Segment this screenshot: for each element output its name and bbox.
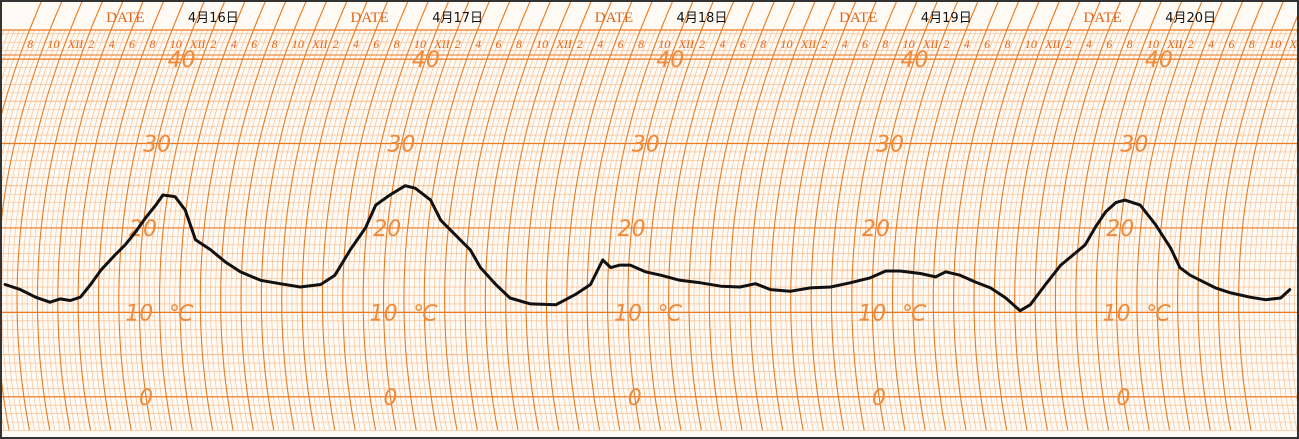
- x-tick-label: 2: [88, 37, 94, 51]
- page: 810XII246810XII246810XII246810XII246810X…: [0, 0, 1299, 439]
- x-tick-label: 8: [516, 37, 522, 51]
- x-tick-label: 8: [1004, 37, 1010, 51]
- x-tick-label: 8: [394, 37, 400, 51]
- x-tick-label: 2: [699, 37, 705, 51]
- x-tick-label: 10: [48, 37, 60, 51]
- y-tick-label: 10: [614, 301, 642, 326]
- x-tick-label: 2: [210, 37, 216, 51]
- unit-label: ℃: [413, 301, 438, 326]
- y-tick-label: 20: [1106, 217, 1134, 242]
- y-tick-label: 20: [373, 217, 401, 242]
- y-tick-label: 20: [862, 217, 890, 242]
- x-tick-label: 8: [882, 37, 888, 51]
- y-tick-label: 40: [901, 48, 929, 73]
- x-tick-label: 8: [271, 37, 277, 51]
- x-tick-label: XII: [67, 37, 84, 51]
- x-tick-label: XII: [1044, 37, 1061, 51]
- y-tick-label: 0: [628, 386, 642, 411]
- y-tick-label: 40: [656, 48, 684, 73]
- x-tick-label: 8: [1249, 37, 1255, 51]
- x-tick-label: 4: [964, 37, 970, 51]
- x-tick-label: 2: [1188, 37, 1194, 51]
- y-tick-label: 10: [370, 301, 398, 326]
- x-tick-label: 8: [149, 37, 155, 51]
- x-tick-label: 4: [719, 37, 725, 51]
- date-label: 4月16日: [188, 11, 239, 26]
- x-tick-label: 4: [842, 37, 848, 51]
- x-tick-label: 10: [1269, 37, 1281, 51]
- x-tick-label: 10: [1025, 37, 1037, 51]
- x-tick-label: 2: [455, 37, 461, 51]
- y-tick-label: 20: [618, 217, 646, 242]
- y-tick-label: 40: [168, 48, 196, 73]
- x-tick-label: 10: [781, 37, 793, 51]
- y-tick-label: 40: [1145, 48, 1173, 73]
- date-label: 4月20日: [1165, 11, 1216, 26]
- x-tick-label: 10: [536, 37, 548, 51]
- x-tick-label: 8: [638, 37, 644, 51]
- chart: 810XII246810XII246810XII246810XII246810X…: [0, 0, 1299, 439]
- x-tick-label: 6: [251, 37, 257, 51]
- x-tick-label: 4: [353, 37, 359, 51]
- date-header: DATE: [595, 10, 633, 26]
- x-tick-label: 6: [129, 37, 135, 51]
- unit-label: ℃: [169, 301, 194, 326]
- y-tick-label: 30: [387, 133, 415, 158]
- y-tick-label: 0: [872, 386, 886, 411]
- y-tick-label: 10: [858, 301, 886, 326]
- x-tick-label: 6: [862, 37, 868, 51]
- x-tick-label: 4: [597, 37, 603, 51]
- y-tick-label: 0: [139, 386, 153, 411]
- x-tick-label: 4: [1208, 37, 1214, 51]
- y-tick-label: 10: [1103, 301, 1131, 326]
- unit-label: ℃: [1146, 301, 1171, 326]
- x-tick-label: XII: [800, 37, 817, 51]
- x-tick-label: 8: [760, 37, 766, 51]
- x-tick-label: 2: [1066, 37, 1072, 51]
- x-tick-label: 2: [333, 37, 339, 51]
- date-label: 4月19日: [921, 11, 972, 26]
- x-tick-label: 6: [740, 37, 746, 51]
- y-tick-label: 30: [632, 133, 660, 158]
- x-tick-label: 4: [231, 37, 237, 51]
- y-tick-label: 0: [383, 386, 397, 411]
- x-tick-label: XII: [556, 37, 573, 51]
- x-tick-label: 4: [109, 37, 115, 51]
- x-tick-label: XII: [311, 37, 328, 51]
- x-tick-label: 10: [292, 37, 304, 51]
- x-tick-label: 4: [1086, 37, 1092, 51]
- date-header: DATE: [1083, 10, 1121, 26]
- x-tick-label: 8: [1127, 37, 1133, 51]
- y-tick-label: 30: [876, 133, 904, 158]
- x-tick-label: 6: [1106, 37, 1112, 51]
- x-tick-label: 2: [821, 37, 827, 51]
- date-header: DATE: [106, 10, 144, 26]
- date-header: DATE: [350, 10, 388, 26]
- unit-label: ℃: [902, 301, 927, 326]
- unit-label: ℃: [658, 301, 683, 326]
- x-tick-label: 6: [1228, 37, 1234, 51]
- x-tick-label: 6: [373, 37, 379, 51]
- x-tick-label: 6: [618, 37, 624, 51]
- y-tick-label: 10: [125, 301, 153, 326]
- x-tick-label: 6: [984, 37, 990, 51]
- y-tick-label: 30: [143, 133, 171, 158]
- x-tick-label: 6: [495, 37, 501, 51]
- x-tick-label: 2: [577, 37, 583, 51]
- y-tick-label: 30: [1120, 133, 1148, 158]
- x-tick-label: 4: [475, 37, 481, 51]
- y-tick-label: 0: [1116, 386, 1130, 411]
- x-tick-label: 8: [27, 37, 33, 51]
- y-tick-label: 40: [412, 48, 440, 73]
- date-header: DATE: [839, 10, 877, 26]
- x-tick-label: 2: [943, 37, 949, 51]
- date-label: 4月18日: [677, 11, 728, 26]
- date-label: 4月17日: [432, 11, 483, 26]
